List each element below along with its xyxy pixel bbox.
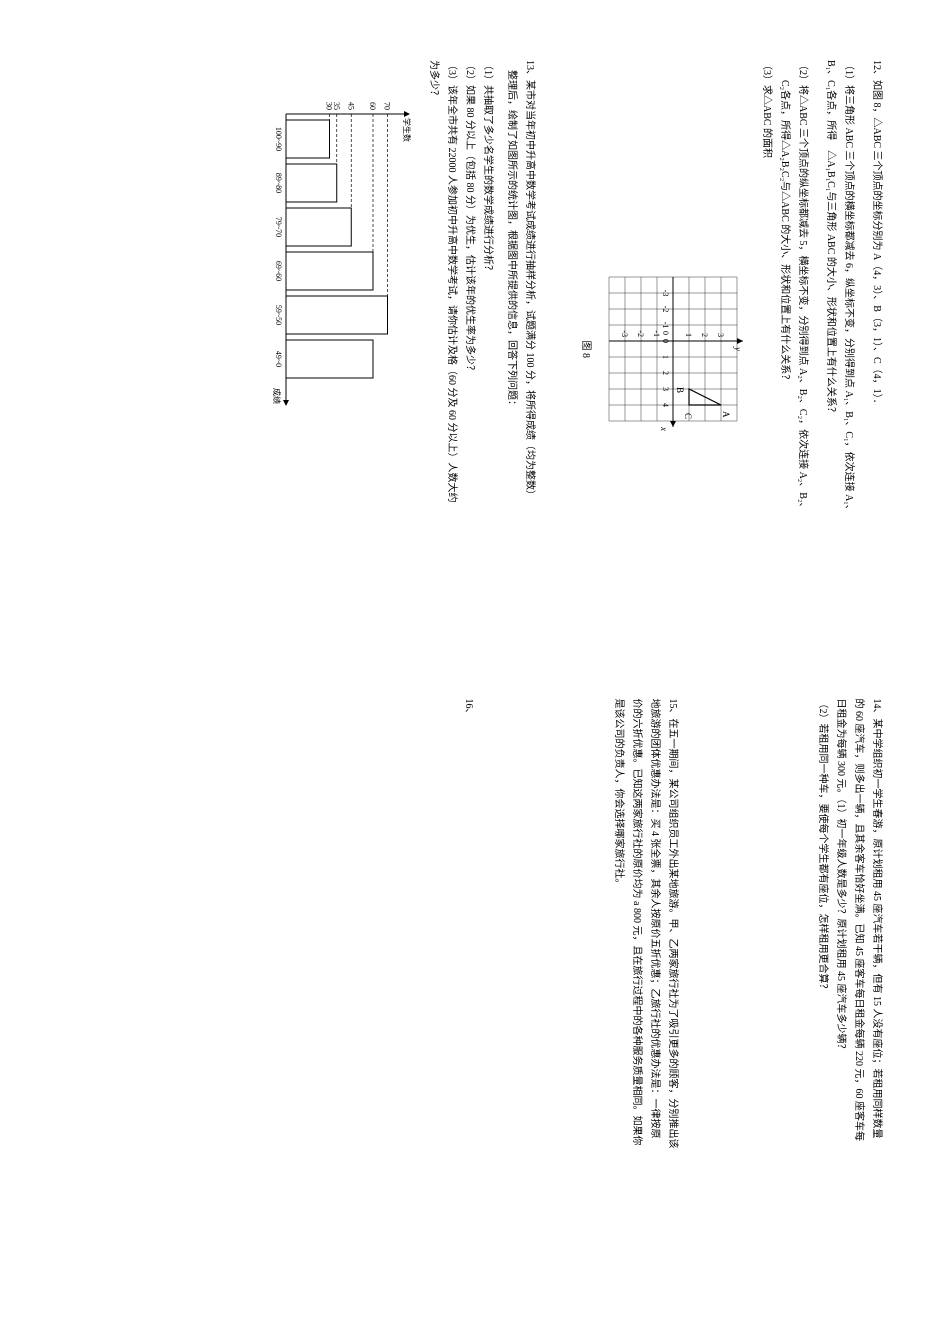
svg-text:-2: -2	[661, 306, 670, 313]
svg-text:2: 2	[700, 333, 709, 337]
question-12: 12、如图 8，△ABC 三个顶点的坐标分别为 A（4，3）、B（3，1）、C（…	[570, 60, 885, 639]
q12-part2-line1: （2）将△ABC 三个顶点的纵坐标都减去 5，横坐标不变，分别得到点 A₂、B₂…	[793, 60, 811, 639]
svg-text:学生数: 学生数	[402, 118, 412, 142]
q14-line4: （2）若租用同一种车，要使每个学生都有座位，怎样租用更合算？	[813, 699, 831, 1278]
svg-text:35: 35	[332, 102, 341, 110]
q12-stem: 12、如图 8，△ABC 三个顶点的坐标分别为 A（4，3）、B（3，1）、C（…	[867, 60, 885, 639]
svg-text:59~50: 59~50	[274, 305, 283, 325]
svg-text:45: 45	[346, 102, 355, 110]
q13-bar-chart: 学生数成绩100~9089~8079~7069~6059~5049~030354…	[263, 80, 416, 639]
q13-stem-line1: 13、某市对当年初中升高中数学考试成绩进行抽样分析，试题满分 100 分，将所得…	[520, 60, 538, 639]
svg-text:A: A	[721, 411, 731, 418]
svg-text:79~70: 79~70	[274, 217, 283, 237]
coordinate-grid: -3-2-101234-3-2-11230xyABC	[599, 267, 747, 431]
bar-chart-svg: 学生数成绩100~9089~8079~7069~6059~5049~030354…	[266, 80, 416, 410]
q13-part3-line2: 为多少？	[424, 60, 442, 639]
svg-text:C: C	[683, 413, 693, 419]
svg-text:3: 3	[716, 333, 725, 337]
q12-part1-line1: （1）将三角形 ABC 三个顶点的横坐标都减去 6，纵坐标不变，分别得到点 A₁…	[839, 60, 857, 639]
svg-text:89~80: 89~80	[274, 173, 283, 193]
question-15: 15、在五一期间，某公司组织员工外出某地旅游。甲、乙两家旅行社为了吸引更多的顾客…	[609, 699, 681, 1278]
svg-text:x: x	[659, 426, 669, 431]
svg-text:-1: -1	[652, 331, 661, 338]
svg-text:-1: -1	[661, 322, 670, 329]
q13-part2: （2）如果 80 分以上（包括 80 分）为优生，估计该年的优生率为多少？	[460, 60, 478, 639]
svg-text:1: 1	[684, 333, 693, 337]
question-16: 16、	[459, 699, 477, 1278]
svg-text:1: 1	[661, 355, 670, 359]
svg-text:2: 2	[661, 371, 670, 375]
question-14: 14、某中学组织初一学生春游，原计划租用 45 座汽车若干辆，但有 15 人没有…	[813, 699, 885, 1278]
q15-line3: 价的六折优惠。已知这两家旅行社的原价均为 a 800 元，且在旅行过程中的各种服…	[627, 699, 645, 1278]
page: 12、如图 8，△ABC 三个顶点的坐标分别为 A（4，3）、B（3，1）、C（…	[0, 0, 945, 1337]
question-13: 13、某市对当年初中升高中数学考试成绩进行抽样分析，试题满分 100 分，将所得…	[263, 60, 538, 639]
q13-part1: （1）共抽取了多少名学生的数学成绩进行分析？	[478, 60, 496, 639]
svg-text:70: 70	[383, 102, 392, 110]
svg-text:-2: -2	[636, 331, 645, 338]
q15-line2: 地旅游的团体优惠办法是：买 4 张全票，其余人按原价五折优惠；乙旅行社的优惠办法…	[645, 699, 663, 1278]
left-column: 12、如图 8，△ABC 三个顶点的坐标分别为 A（4，3）、B（3，1）、C（…	[60, 60, 885, 639]
q12-figure: -3-2-101234-3-2-11230xyABC 图 8	[580, 60, 747, 639]
svg-text:0: 0	[661, 331, 670, 335]
q14-line2: 的 60 座汽车，则多出一辆，且其余客车恰好坐满。已知 45 座客车每日租金每辆…	[849, 699, 867, 1278]
svg-text:0: 0	[661, 339, 670, 343]
svg-text:成绩: 成绩	[272, 388, 282, 404]
q15-line1: 15、在五一期间，某公司组织员工外出某地旅游。甲、乙两家旅行社为了吸引更多的顾客…	[663, 699, 681, 1278]
q13-part3-line1: （3）该年全市共有 22000 人参加初中升高中数学考试，请你估计及格（60 分…	[442, 60, 460, 639]
q12-part2-line2: C₂各点，所得△A₂B₂C₂与△ABC 的大小、形状和位置上有什么关系？	[775, 60, 793, 639]
svg-text:B: B	[675, 387, 685, 393]
svg-text:100~90: 100~90	[274, 127, 283, 151]
q16-line1: 16、	[459, 699, 477, 1278]
svg-text:4: 4	[661, 403, 670, 407]
svg-text:60: 60	[368, 102, 377, 110]
q13-stem-line2: 整理后，绘制了如图所示的统计图，根据图中所提供的信息，回答下列问题：	[502, 60, 520, 639]
svg-text:69~60: 69~60	[274, 261, 283, 281]
svg-text:-3: -3	[661, 290, 670, 297]
q12-part3: （3）求△ABC 的面积	[757, 60, 775, 639]
q12-part1-line2: B₁、C₁各点，所得 △A₁B₁C₁与三角形 ABC 的大小、形状和位置上有什么…	[821, 60, 839, 639]
svg-text:3: 3	[661, 387, 670, 391]
q14-line1: 14、某中学组织初一学生春游，原计划租用 45 座汽车若干辆，但有 15 人没有…	[867, 699, 885, 1278]
q14-line3: 日租金为每辆 300 元。（1）初一年级人数是多少？原计划租用 45 座汽车多少…	[831, 699, 849, 1278]
svg-text:-3: -3	[620, 331, 629, 338]
svg-text:y: y	[733, 346, 743, 351]
svg-text:49~0: 49~0	[274, 351, 283, 367]
figure-8-label: 图 8	[580, 341, 595, 359]
right-column: 14、某中学组织初一学生春游，原计划租用 45 座汽车若干辆，但有 15 人没有…	[60, 699, 885, 1278]
q15-line4: 是该公司的负责人，你会选择哪家旅行社。	[609, 699, 627, 1278]
